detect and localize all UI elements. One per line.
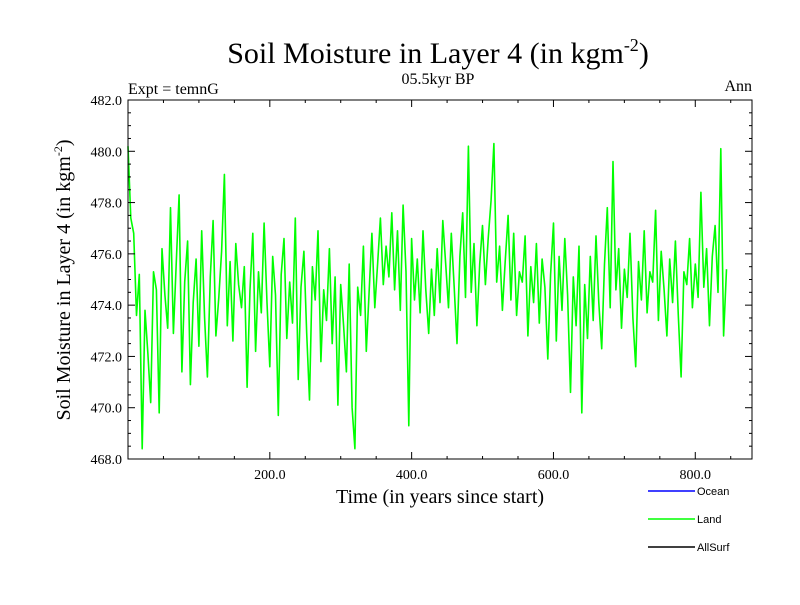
plot-area: [127, 142, 728, 450]
y-tick-label: 476.0: [91, 248, 123, 263]
y-tick-label: 478.0: [91, 197, 123, 212]
y-tick-label: 472.0: [91, 350, 123, 365]
y-tick-label: 474.0: [91, 299, 123, 314]
y-axis-label-superscript: -2: [51, 146, 65, 156]
season-label: Ann: [724, 78, 752, 95]
x-tick-label: 200.0: [254, 468, 286, 483]
y-tick-label: 470.0: [91, 402, 123, 417]
chart-subtitle: 05.5kyr BP: [402, 71, 475, 88]
x-tick-label: 400.0: [396, 468, 428, 483]
series-line-land: [127, 142, 728, 450]
y-axis-label: Soil Moisture in Layer 4 (in kgm-2): [51, 139, 75, 420]
legend-label-allsurf: AllSurf: [697, 542, 730, 554]
chart-title: Soil Moisture in Layer 4 (in kgm-2): [227, 35, 649, 70]
y-tick-label: 482.0: [91, 94, 123, 109]
legend: Ocean Land AllSurf: [648, 486, 730, 554]
x-axis-label: Time (in years since start): [336, 486, 544, 508]
chart-title-superscript: -2: [624, 35, 639, 55]
y-axis-label-close: ): [53, 139, 75, 146]
axes: 468.0 470.0 472.0 474.0 476.0 478.0 480.0 482.0…: [91, 94, 753, 483]
x-tick-label: 800.0: [680, 468, 712, 483]
legend-label-land: Land: [697, 514, 721, 526]
experiment-label: Expt = temnG: [128, 81, 219, 98]
legend-label-ocean: Ocean: [697, 486, 729, 498]
x-tick-label: 600.0: [538, 468, 570, 483]
y-tick-label: 468.0: [91, 453, 123, 468]
chart-title-main: Soil Moisture in Layer 4 (in kgm: [227, 37, 624, 70]
y-axis-label-main: Soil Moisture in Layer 4 (in kgm: [53, 156, 75, 421]
y-tick-label: 480.0: [91, 145, 123, 160]
chart-title-close: ): [639, 37, 649, 70]
